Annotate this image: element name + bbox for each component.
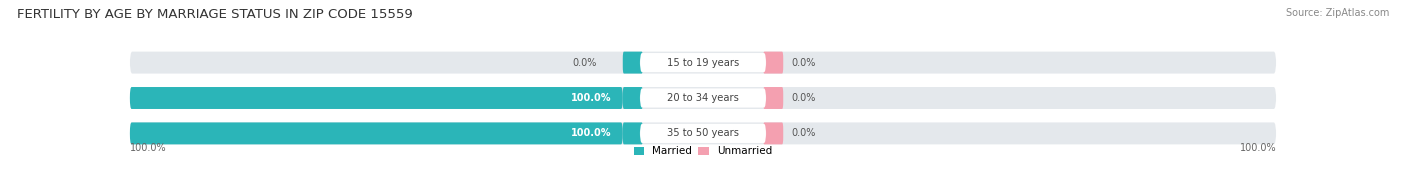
FancyBboxPatch shape [763, 52, 783, 74]
FancyBboxPatch shape [129, 87, 1277, 109]
Text: 100.0%: 100.0% [129, 142, 166, 152]
Text: 100.0%: 100.0% [1240, 142, 1277, 152]
Text: FERTILITY BY AGE BY MARRIAGE STATUS IN ZIP CODE 15559: FERTILITY BY AGE BY MARRIAGE STATUS IN Z… [17, 8, 412, 21]
FancyBboxPatch shape [640, 53, 766, 72]
Text: 20 to 34 years: 20 to 34 years [666, 93, 740, 103]
Legend: Married, Unmarried: Married, Unmarried [634, 146, 772, 156]
Text: 100.0%: 100.0% [571, 128, 612, 138]
FancyBboxPatch shape [623, 87, 643, 109]
Text: Source: ZipAtlas.com: Source: ZipAtlas.com [1285, 8, 1389, 18]
FancyBboxPatch shape [129, 122, 623, 144]
Text: 100.0%: 100.0% [571, 93, 612, 103]
Text: 0.0%: 0.0% [572, 58, 598, 68]
FancyBboxPatch shape [129, 87, 623, 109]
Text: 0.0%: 0.0% [792, 128, 817, 138]
FancyBboxPatch shape [623, 122, 643, 144]
Text: 35 to 50 years: 35 to 50 years [666, 128, 740, 138]
FancyBboxPatch shape [129, 122, 1277, 144]
Text: 0.0%: 0.0% [792, 58, 817, 68]
FancyBboxPatch shape [763, 87, 783, 109]
FancyBboxPatch shape [640, 88, 766, 108]
Text: 15 to 19 years: 15 to 19 years [666, 58, 740, 68]
FancyBboxPatch shape [129, 52, 1277, 74]
FancyBboxPatch shape [763, 122, 783, 144]
FancyBboxPatch shape [623, 52, 643, 74]
FancyBboxPatch shape [640, 124, 766, 143]
Text: 0.0%: 0.0% [792, 93, 817, 103]
